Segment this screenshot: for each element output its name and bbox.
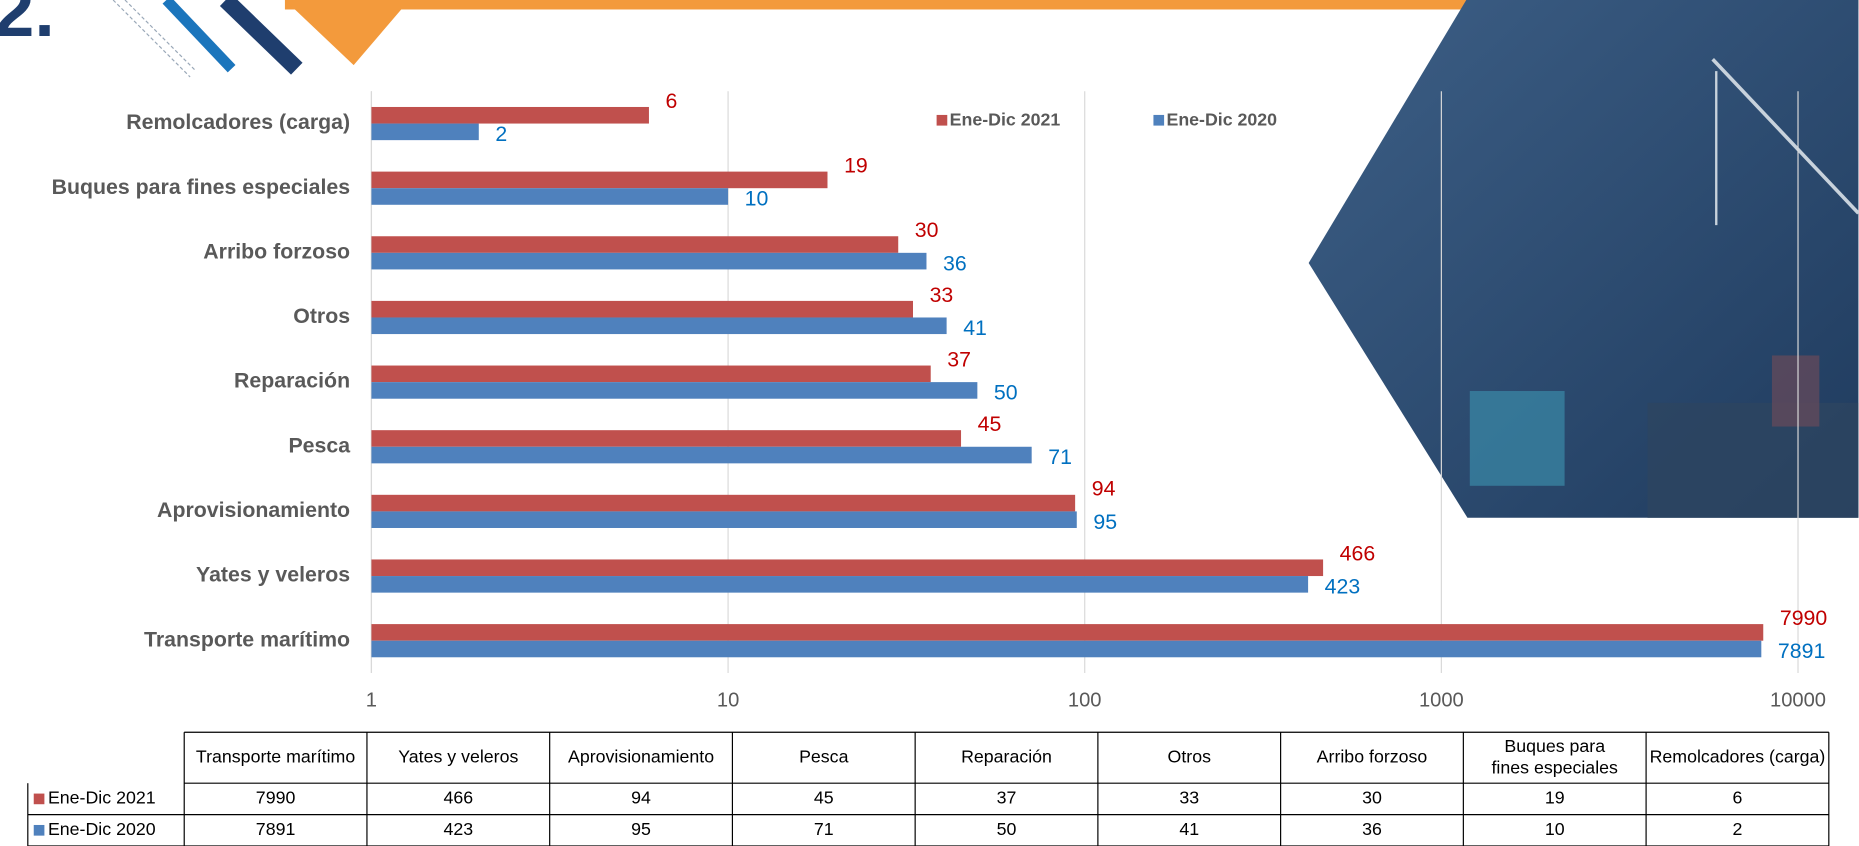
legend-key: [33, 824, 45, 836]
table-cell: 94: [631, 788, 651, 808]
data-label: 19: [844, 153, 868, 177]
data-label: 50: [994, 381, 1018, 405]
data-label: 7990: [1780, 606, 1828, 630]
legend-swatch: [936, 114, 948, 126]
category-label: Arribo forzoso: [203, 239, 350, 263]
table-header: Transporte marítimo: [196, 746, 355, 766]
table-cell: 2: [1733, 819, 1743, 839]
bar: [371, 317, 947, 335]
bar: [371, 171, 828, 189]
data-label: 10: [745, 187, 769, 211]
bar: [371, 576, 1309, 593]
table-cell: 37: [997, 788, 1017, 808]
category-label: Yates y veleros: [196, 563, 350, 587]
table-cell: 466: [443, 788, 473, 808]
x-tick-label: 1: [366, 690, 377, 712]
bar: [371, 640, 1762, 658]
table-cell: 36: [1362, 819, 1382, 839]
data-label: 33: [930, 283, 954, 307]
table-cell: 10: [1545, 819, 1565, 839]
table-cell: 95: [631, 819, 651, 839]
bar: [371, 446, 1032, 464]
data-label: 6: [666, 89, 678, 113]
table-header: Arribo forzoso: [1317, 746, 1428, 766]
table-cell: 19: [1545, 788, 1565, 808]
data-label: 7891: [1778, 639, 1825, 663]
bar: [371, 300, 913, 318]
table-cell: 7990: [256, 788, 296, 808]
data-label: 37: [947, 347, 971, 371]
bar: [371, 188, 729, 205]
data-label: 41: [963, 316, 987, 340]
bar: [371, 252, 927, 270]
data-label: 30: [915, 218, 939, 242]
bar: [371, 365, 931, 383]
table-cell: 45: [814, 788, 834, 808]
data-label: 423: [1325, 575, 1361, 599]
bar: [371, 430, 962, 447]
bar: [371, 494, 1076, 512]
x-tick-label: 10: [717, 690, 739, 712]
data-label: 36: [943, 251, 967, 275]
table-cell: 423: [443, 819, 473, 839]
table-cell: 41: [1179, 819, 1199, 839]
legend-key: [33, 793, 45, 805]
data-label: 45: [978, 412, 1002, 436]
table-header: Reparación: [961, 746, 1052, 766]
legend-label: Ene-Dic 2020: [1166, 110, 1277, 130]
section-number: 2.: [0, 0, 55, 52]
bar: [371, 511, 1077, 528]
table-header: Pesca: [799, 746, 848, 766]
category-label: Remolcadores (carga): [126, 110, 350, 134]
decoration: [112, 0, 1859, 518]
data-label: 71: [1048, 445, 1072, 469]
table-header: Remolcadores (carga): [1650, 746, 1826, 766]
bar: [371, 382, 978, 399]
category-label: Otros: [293, 304, 350, 328]
category-label: Transporte marítimo: [144, 627, 350, 651]
table-row-label: Ene-Dic 2020: [48, 819, 156, 839]
x-tick-label: 1000: [1419, 690, 1464, 712]
bar: [371, 624, 1764, 641]
x-tick-label: 100: [1068, 690, 1102, 712]
data-label: 2: [495, 122, 507, 146]
bar: [371, 236, 899, 253]
category-label: Buques para fines especiales: [52, 175, 351, 199]
data-label: 466: [1340, 541, 1376, 565]
data-label: 95: [1093, 510, 1117, 534]
table-header: Otros: [1168, 746, 1212, 766]
table-row-label: Ene-Dic 2021: [48, 788, 156, 808]
table-cell: 6: [1733, 788, 1743, 808]
category-label: Reparación: [234, 369, 350, 393]
table-header: Yates y veleros: [398, 746, 518, 766]
table-cell: 30: [1362, 788, 1382, 808]
legend-label: Ene-Dic 2021: [950, 110, 1061, 130]
data-label: 94: [1092, 477, 1116, 501]
table-cell: 33: [1179, 788, 1199, 808]
table-cell: 71: [814, 819, 834, 839]
bar: [371, 106, 649, 124]
bar: [371, 123, 479, 141]
bar: [371, 559, 1324, 577]
legend-swatch: [1153, 114, 1165, 126]
table-header: Buques para fines especiales: [1492, 736, 1619, 777]
category-label: Pesca: [288, 433, 350, 457]
table-cell: 7891: [256, 819, 296, 839]
category-label: Aprovisionamiento: [157, 498, 350, 522]
table-cell: 50: [997, 819, 1017, 839]
x-tick-label: 10000: [1770, 690, 1826, 712]
table-header: Aprovisionamiento: [568, 746, 714, 766]
